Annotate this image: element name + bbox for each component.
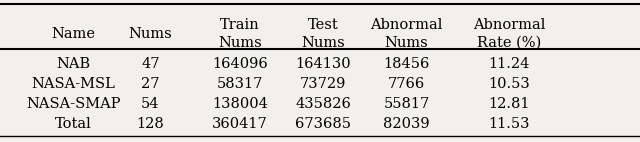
Text: Total: Total	[55, 117, 92, 131]
Text: 12.81: 12.81	[488, 97, 529, 111]
Text: Abnormal
Nums: Abnormal Nums	[370, 18, 443, 50]
Text: NAB: NAB	[56, 57, 91, 71]
Text: Abnormal
Rate (%): Abnormal Rate (%)	[472, 18, 545, 50]
Text: 360417: 360417	[212, 117, 268, 131]
Text: Name: Name	[52, 27, 95, 41]
Text: 128: 128	[136, 117, 164, 131]
Text: 11.53: 11.53	[488, 117, 529, 131]
Text: 47: 47	[141, 57, 159, 71]
Text: 138004: 138004	[212, 97, 268, 111]
Text: 58317: 58317	[217, 77, 263, 91]
Text: 54: 54	[141, 97, 159, 111]
Text: 27: 27	[141, 77, 159, 91]
Text: Train
Nums: Train Nums	[218, 18, 262, 50]
Text: 18456: 18456	[383, 57, 429, 71]
Text: 82039: 82039	[383, 117, 429, 131]
Text: 7766: 7766	[388, 77, 425, 91]
Text: 164096: 164096	[212, 57, 268, 71]
Text: Nums: Nums	[129, 27, 172, 41]
Text: 55817: 55817	[383, 97, 429, 111]
Text: 11.24: 11.24	[488, 57, 529, 71]
Text: 673685: 673685	[295, 117, 351, 131]
Text: 73729: 73729	[300, 77, 346, 91]
Text: 435826: 435826	[295, 97, 351, 111]
Text: Test
Nums: Test Nums	[301, 18, 345, 50]
Text: 10.53: 10.53	[488, 77, 530, 91]
Text: NASA-MSL: NASA-MSL	[31, 77, 116, 91]
Text: 164130: 164130	[296, 57, 351, 71]
Text: NASA-SMAP: NASA-SMAP	[26, 97, 121, 111]
